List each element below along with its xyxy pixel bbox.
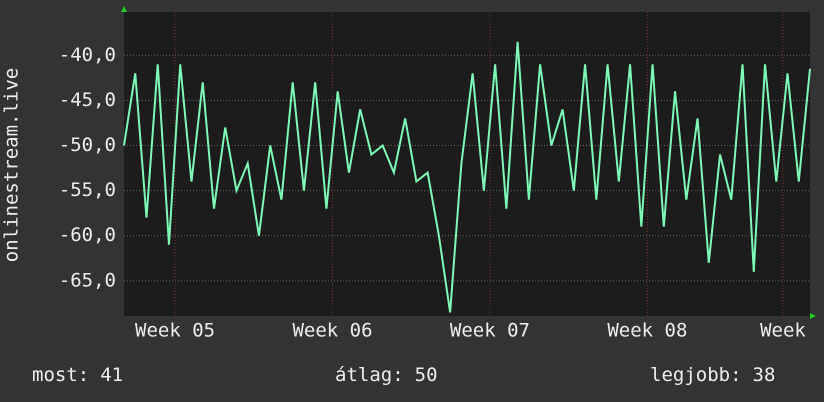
y-tick-label: -60,0 <box>59 224 116 246</box>
y-tick-label: -65,0 <box>59 269 116 291</box>
stat-label: átlag: <box>335 364 404 386</box>
stat-label: legjobb: <box>650 364 742 386</box>
stat: legjobb: 38 <box>650 364 775 386</box>
stat: most: 41 <box>32 364 123 386</box>
arrow <box>121 6 127 12</box>
stat-value: 50 <box>415 364 438 386</box>
x-tick-label: Week 06 <box>292 320 372 342</box>
arrow <box>810 313 816 319</box>
x-tick-label: Week 05 <box>135 320 215 342</box>
y-tick-label: -50,0 <box>59 134 116 156</box>
plot-area <box>124 12 810 316</box>
stat-value: 38 <box>753 364 776 386</box>
stat-value: 41 <box>100 364 123 386</box>
x-tick-label: Week 08 <box>607 320 687 342</box>
stat-label: most: <box>32 364 89 386</box>
y-tick-label: -40,0 <box>59 44 116 66</box>
data-line <box>123 41 811 313</box>
stat: átlag: 50 <box>335 364 438 386</box>
x-tick-label: Week 07 <box>450 320 530 342</box>
y-axis-label: onlinestream.live <box>1 68 23 262</box>
y-tick-label: -55,0 <box>59 179 116 201</box>
x-tick-label: Week <box>760 320 806 342</box>
y-tick-label: -45,0 <box>59 89 116 111</box>
